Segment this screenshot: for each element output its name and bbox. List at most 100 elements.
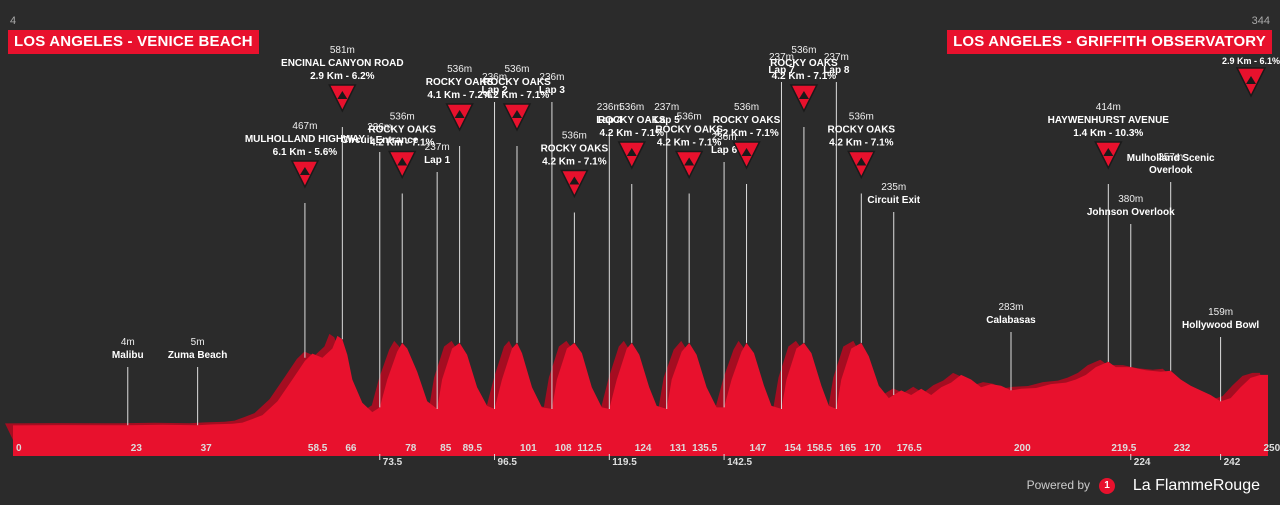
waypoint-name: Zuma Beach bbox=[168, 350, 227, 361]
climb-stats: 4.2 Km - 7.1% bbox=[772, 71, 837, 82]
climb-name: ROCKY OAKS bbox=[368, 125, 436, 136]
km-tick-label: 101 bbox=[520, 443, 537, 454]
climb-mountain-icon bbox=[741, 148, 752, 156]
climb-altitude: 581m bbox=[330, 45, 355, 56]
climb-stats: 4.2 Km - 7.1% bbox=[370, 138, 435, 149]
climb-altitude: 536m bbox=[677, 112, 702, 123]
waypoint-name: Lap 8 bbox=[823, 65, 850, 76]
climb-altitude: 536m bbox=[791, 45, 816, 56]
climb-mountain-icon bbox=[337, 91, 348, 99]
climb-marker bbox=[617, 141, 646, 170]
km-tick-label: 85 bbox=[440, 443, 452, 454]
waypoint-name: Johnson Overlook bbox=[1087, 207, 1175, 218]
waypoint-name: Overlook bbox=[1149, 165, 1193, 176]
climb-mountain-icon bbox=[454, 110, 465, 118]
climb-stats: 4.2 Km - 7.1% bbox=[714, 128, 779, 139]
climb-mountain-icon bbox=[684, 157, 695, 166]
km-tick-label: 108 bbox=[555, 443, 572, 454]
waypoint-name: Circuit Entrance bbox=[341, 135, 419, 146]
climb-marker bbox=[847, 150, 876, 180]
waypoint-altitude: 236m bbox=[712, 132, 737, 143]
km-tick-label: 170 bbox=[864, 443, 881, 454]
climb-marker bbox=[328, 84, 357, 113]
waypoint-altitude: 380m bbox=[1118, 194, 1143, 205]
climb-altitude: 467m bbox=[292, 121, 317, 132]
waypoint-name: Lap 3 bbox=[539, 85, 566, 96]
finish-mountain-icon bbox=[1246, 76, 1256, 84]
climb-altitude: 536m bbox=[849, 112, 874, 123]
waypoint-altitude: 236m bbox=[482, 72, 507, 83]
climb-name: ENCINAL CANYON ROAD bbox=[281, 58, 404, 69]
km-tick-label: 96.5 bbox=[498, 457, 518, 468]
waypoint-name: Lap 2 bbox=[481, 85, 508, 96]
climb-stats: 4.2 Km - 7.1% bbox=[600, 128, 665, 139]
finish-title: LOS ANGELES - GRIFFITH OBSERVATORY bbox=[947, 30, 1272, 54]
km-tick-label: 232 bbox=[1174, 443, 1191, 454]
climb-altitude: 536m bbox=[390, 112, 415, 123]
climb-name: MULHOLLAND HIGHWAY bbox=[245, 134, 366, 145]
climb-mountain-icon bbox=[1103, 148, 1114, 156]
waypoint-name: Lap 7 bbox=[768, 65, 795, 76]
km-tick-label: 78 bbox=[405, 443, 417, 454]
waypoint-altitude: 237m bbox=[824, 52, 849, 63]
start-km-label: 4 bbox=[10, 15, 17, 27]
climb-altitude: 536m bbox=[447, 64, 472, 75]
climb-mountain-icon bbox=[856, 157, 867, 166]
waypoint-name: Lap 1 bbox=[424, 155, 451, 166]
climb-marker bbox=[1094, 141, 1123, 170]
waypoint-name: Lap 4 bbox=[596, 115, 623, 126]
waypoint-altitude: 357m bbox=[1158, 152, 1183, 163]
km-tick-label: 73.5 bbox=[383, 457, 403, 468]
km-tick-label: 112.5 bbox=[577, 443, 602, 454]
climb-name: ROCKY OAKS bbox=[828, 125, 896, 136]
climb-marker bbox=[502, 103, 532, 132]
climb-marker bbox=[789, 84, 819, 113]
climb-stats: 4.2 Km - 7.1% bbox=[485, 90, 550, 101]
waypoint-altitude: 4m bbox=[121, 337, 135, 348]
km-tick-label: 135.5 bbox=[692, 443, 717, 454]
profile-area bbox=[13, 335, 1268, 440]
climb-name: ROCKY OAKS bbox=[483, 77, 551, 88]
waypoint-altitude: 236m bbox=[539, 72, 564, 83]
climb-marker bbox=[445, 103, 474, 132]
climb-name: ROCKY OAKS bbox=[426, 77, 494, 88]
climb-marker bbox=[388, 150, 417, 180]
brand-logo-icon: 1 bbox=[1099, 478, 1115, 494]
waypoint-altitude: 283m bbox=[999, 302, 1024, 313]
climb-stats: 4.2 Km - 7.1% bbox=[657, 138, 722, 149]
km-tick-label: 58.5 bbox=[308, 443, 328, 454]
km-tick-label: 176.5 bbox=[897, 443, 922, 454]
waypoint-altitude: 237m bbox=[654, 102, 679, 113]
km-tick-label: 0 bbox=[16, 443, 22, 454]
climb-marker bbox=[560, 169, 589, 199]
waypoint-altitude: 159m bbox=[1208, 307, 1233, 318]
climb-name: HAYWENHURST AVENUE bbox=[1048, 115, 1170, 126]
climb-stats: 2.9 Km - 6.2% bbox=[310, 71, 375, 82]
climb-altitude: 414m bbox=[1096, 102, 1121, 113]
climb-altitude: 536m bbox=[562, 131, 587, 142]
climb-marker bbox=[674, 150, 704, 180]
climb-mountain-icon bbox=[569, 176, 580, 185]
climb-mountain-icon bbox=[397, 157, 408, 166]
climb-mountain-icon bbox=[798, 91, 809, 99]
km-tick-label: 89.5 bbox=[463, 443, 483, 454]
waypoint-altitude: 235m bbox=[881, 182, 906, 193]
km-tick-label: 124 bbox=[635, 443, 652, 454]
climb-mountain-icon bbox=[511, 110, 522, 118]
finish-climb-label: 2.9 Km - 6.1% bbox=[1222, 56, 1280, 66]
brand-name: La FlammeRouge bbox=[1132, 477, 1260, 494]
waypoint-name: Malibu bbox=[112, 350, 144, 361]
km-tick-label: 158.5 bbox=[807, 443, 832, 454]
climb-name: ROCKY OAKS bbox=[598, 115, 666, 126]
climb-altitude: 536m bbox=[504, 64, 529, 75]
profile-base-band bbox=[13, 440, 1268, 456]
waypoint-name: Lap 6 bbox=[711, 145, 738, 156]
km-tick-label: 66 bbox=[345, 443, 357, 454]
km-tick-label: 147 bbox=[750, 443, 767, 454]
finish-climb-marker: 2.9 Km - 6.1% bbox=[1222, 56, 1280, 98]
waypoint-name: Lap 5 bbox=[654, 115, 681, 126]
waypoint-name: Calabasas bbox=[986, 315, 1036, 326]
climb-stats: 4.2 Km - 7.1% bbox=[829, 138, 894, 149]
km-tick-label: 37 bbox=[201, 443, 213, 454]
